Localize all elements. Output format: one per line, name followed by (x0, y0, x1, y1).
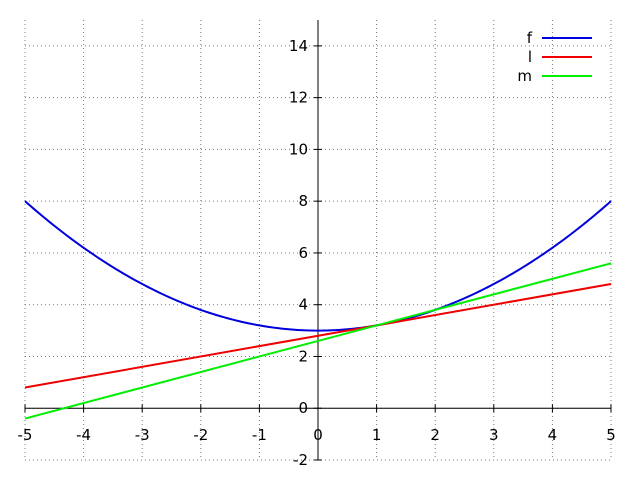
y-tick-label: 12 (289, 89, 308, 107)
y-tick-label: 14 (289, 37, 308, 55)
x-tick-label: -1 (252, 426, 267, 444)
y-tick-label: 0 (298, 399, 308, 417)
x-tick-label: 3 (489, 426, 499, 444)
legend: flm (517, 29, 592, 85)
x-tick-label: 5 (606, 426, 616, 444)
legend-label-m: m (517, 67, 532, 85)
x-tick-label: 4 (548, 426, 558, 444)
y-tick-label: -2 (293, 451, 308, 469)
x-tick-label: -4 (76, 426, 91, 444)
series-group (24, 200, 612, 420)
y-tick-label: 8 (298, 192, 308, 210)
y-tick-label: 4 (298, 296, 308, 314)
x-tick-label: 1 (372, 426, 382, 444)
series-line-l (24, 283, 612, 389)
series-line-f (24, 200, 612, 332)
series-line-m (24, 262, 612, 420)
y-tick-label: 6 (298, 244, 308, 262)
y-tick-label: 10 (289, 140, 308, 158)
x-tick-label: 2 (430, 426, 440, 444)
x-tick-label: -5 (18, 426, 33, 444)
x-tick-label: -2 (193, 426, 208, 444)
y-tick-label: 2 (298, 347, 308, 365)
x-tick-label: -3 (135, 426, 150, 444)
x-tick-label: 0 (313, 426, 323, 444)
legend-label-l: l (528, 48, 532, 66)
legend-label-f: f (527, 29, 533, 47)
